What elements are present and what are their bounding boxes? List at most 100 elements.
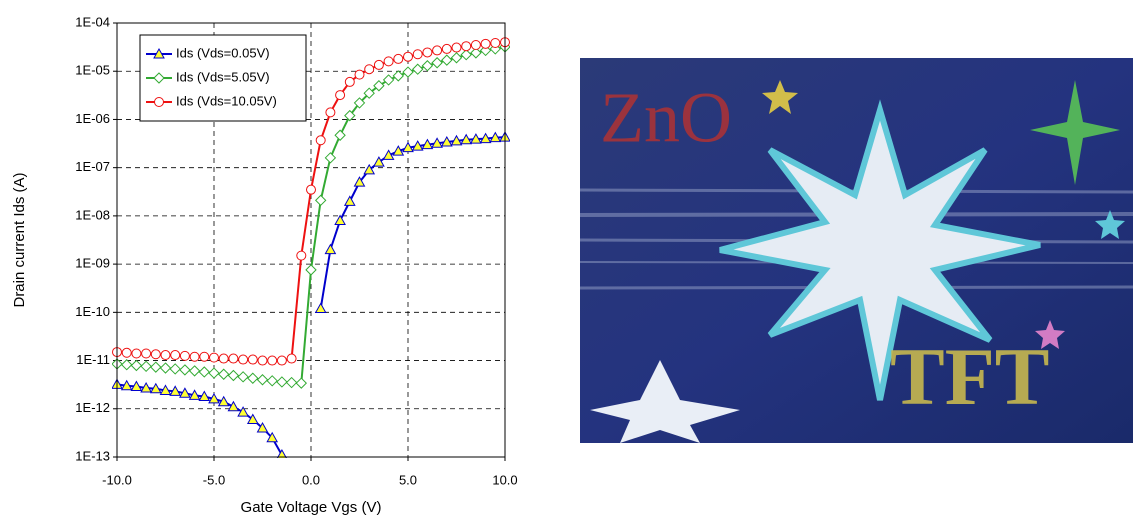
marker [296,250,307,261]
marker [120,359,133,371]
y-tick-label: 1E-04 [75,14,110,29]
marker [411,63,424,75]
marker [440,136,453,147]
marker [149,382,162,394]
marker [140,381,152,393]
photo-star [1035,320,1065,349]
photo: ZnO TFT [579,58,1133,443]
marker [246,413,259,424]
marker [432,45,443,56]
y-tick-label: 1E-10 [75,304,110,319]
photo-text: ZnO [600,78,732,158]
marker [344,76,355,87]
marker [169,385,182,396]
x-tick-label: 10.0 [492,472,517,487]
marker [120,379,133,391]
marker [364,64,375,75]
photo-star [1095,210,1125,239]
marker [314,302,327,314]
marker [227,369,240,382]
marker [450,134,463,146]
y-tick-label: 1E-07 [75,159,110,174]
marker [179,364,191,376]
marker [198,390,211,401]
marker [412,49,423,60]
marker [227,400,240,412]
marker [373,80,385,92]
marker [422,47,433,58]
marker [392,145,405,156]
x-axis-label: Gate Voltage Vgs (V) [241,499,382,516]
marker [170,350,181,361]
marker [276,376,288,388]
marker [334,129,346,141]
y-tick-label: 1E-09 [75,256,110,271]
y-tick-label: 1E-05 [75,63,110,78]
marker [470,39,481,50]
marker [256,421,269,433]
photo-star [590,360,740,443]
marker [121,347,132,358]
marker [218,353,229,364]
plot-border [116,22,506,458]
marker [479,132,492,144]
marker [306,184,316,195]
marker [169,363,181,375]
marker [402,66,414,78]
marker [403,51,413,62]
y-tick-label: 1E-08 [75,207,110,222]
legend-label: Ids (Vds=10.05V) [176,93,277,108]
marker [470,133,482,144]
marker [411,140,424,151]
y-tick-label: 1E-11 [76,352,110,367]
marker [131,348,142,359]
marker [188,389,201,400]
marker [179,387,191,398]
marker [489,131,502,143]
marker [461,41,472,52]
marker [354,69,365,80]
marker [153,47,165,59]
marker [382,74,395,86]
marker [198,366,211,378]
plot-series [112,37,510,458]
marker [228,353,239,364]
marker [431,137,443,148]
marker [150,349,161,360]
marker [208,392,220,404]
marker [324,152,337,164]
marker [441,54,453,66]
marker [154,97,164,107]
marker [189,351,200,362]
x-tick-label: -10.0 [102,472,132,487]
marker [208,367,220,379]
y-tick-label: 1E-12 [75,400,110,415]
marker [451,42,462,53]
marker [421,60,434,72]
marker [188,365,201,377]
marker [325,107,336,118]
marker [363,163,376,175]
marker [343,195,356,206]
marker [392,70,405,82]
marker [247,354,258,365]
marker [276,355,287,366]
marker [217,395,230,407]
marker [431,57,443,69]
marker [130,380,143,391]
photo-star [719,99,1041,401]
marker [285,376,298,389]
marker [238,354,249,365]
marker [383,56,394,67]
marker [314,194,327,207]
marker [295,377,308,389]
marker [421,138,434,150]
marker [393,53,404,64]
marker [266,375,278,387]
x-tick-label: -5.0 [203,472,225,487]
marker [247,372,259,384]
marker [276,448,287,458]
marker [450,52,463,64]
marker [237,371,249,383]
marker [344,109,356,122]
